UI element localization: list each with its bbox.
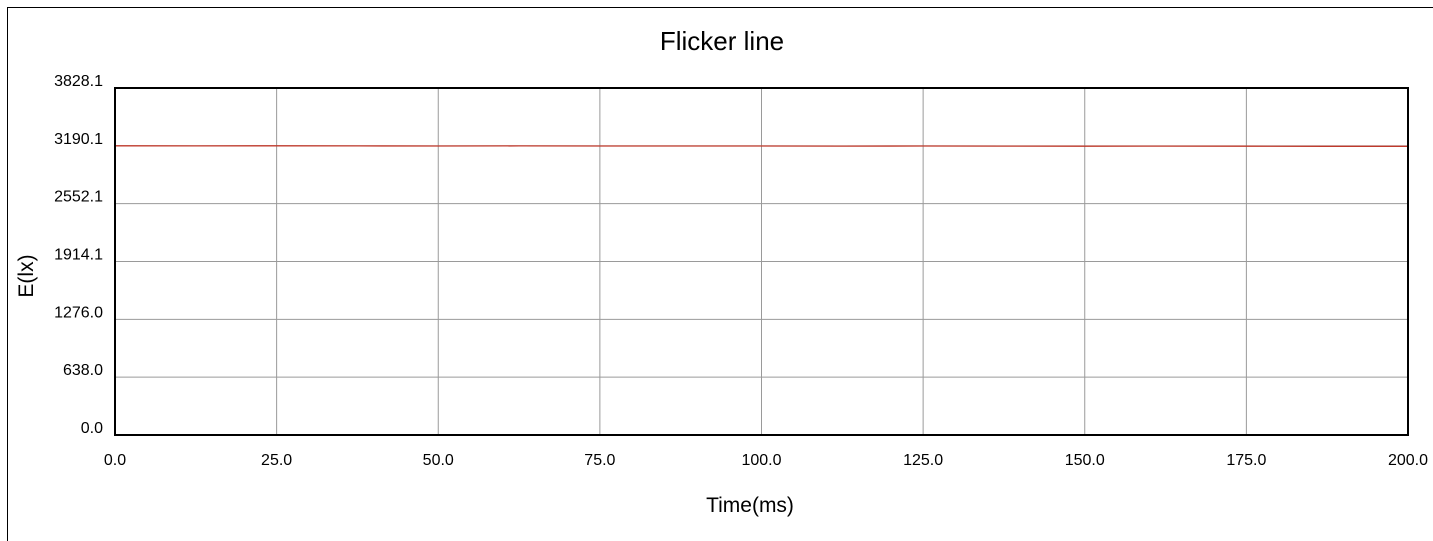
y-tick-label: 2552.1 — [54, 189, 103, 206]
y-tick-label: 3190.1 — [54, 131, 103, 148]
x-tick-label: 125.0 — [903, 452, 943, 469]
chart-title: Flicker line — [660, 26, 784, 56]
x-tick-label: 75.0 — [584, 452, 615, 469]
x-tick-labels: 0.0 25.0 50.0 75.0 100.0 125.0 150.0 175.0 200.0 — [104, 452, 1428, 469]
y-tick-label: 0.0 — [81, 420, 103, 437]
y-tick-label: 3828.1 — [54, 73, 103, 90]
grid-lines — [115, 88, 1408, 435]
y-tick-label: 1914.1 — [54, 246, 103, 263]
chart-frame — [7, 7, 1433, 541]
series-line — [114, 145, 1408, 147]
plot-area — [114, 87, 1409, 436]
x-tick-label: 50.0 — [423, 452, 454, 469]
x-axis-label: Time(ms) — [706, 494, 794, 517]
x-tick-label: 200.0 — [1388, 452, 1428, 469]
series-lines — [114, 145, 1408, 147]
x-tick-label: 175.0 — [1226, 452, 1266, 469]
y-tick-labels: 0.0 638.0 1276.0 1914.1 2552.1 3190.1 3828.1 — [54, 73, 103, 437]
y-tick-label: 638.0 — [63, 362, 103, 379]
x-tick-label: 150.0 — [1065, 452, 1105, 469]
y-tick-label: 1276.0 — [54, 304, 103, 321]
y-axis-label: E(lx) — [15, 254, 38, 297]
x-tick-label: 100.0 — [741, 452, 781, 469]
x-tick-label: 0.0 — [104, 452, 126, 469]
x-tick-label: 25.0 — [261, 452, 292, 469]
